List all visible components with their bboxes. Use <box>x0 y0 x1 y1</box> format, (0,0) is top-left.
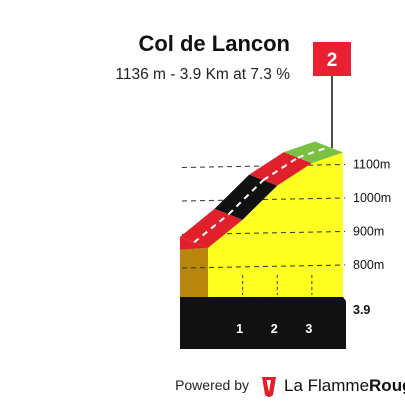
elevation-label-900: 900m <box>353 225 384 239</box>
road-dash-4 <box>297 145 330 159</box>
powered-by-text: Powered by <box>175 377 249 393</box>
elevation-label-800: 800m <box>353 258 384 272</box>
profile-layer <box>180 152 346 349</box>
road-dash-3 <box>262 156 299 181</box>
gradient-label-1: 8.4 <box>217 296 234 310</box>
flame-rouge-icon <box>262 377 276 397</box>
road-segment-3 <box>249 152 312 186</box>
gradient-label-4: 3.8 <box>319 296 336 310</box>
km-label-1: 1 <box>236 322 243 336</box>
chart-subtitle: 1136 m - 3.9 Km at 7.3 % <box>115 66 290 83</box>
chart-title: Col de Lancon <box>138 31 290 56</box>
profile-area <box>208 152 343 297</box>
gradient-label-3: 6.7 <box>286 296 303 310</box>
elevation-label-1000: 1000m <box>353 191 391 205</box>
km-label-3: 3 <box>305 322 312 336</box>
gradient-label-2: 10.2 <box>248 296 272 310</box>
brand-name: La FlammeRouge <box>284 376 405 395</box>
km-label-2: 2 <box>271 322 278 336</box>
category-label: 2 <box>327 50 338 71</box>
profile-base <box>180 297 346 349</box>
brand-prefix: La Flamme <box>284 376 369 395</box>
road-start-cap <box>180 236 208 250</box>
road-dash-1 <box>193 213 230 244</box>
label-layer: 800m 900m 1000m 1100m 1 2 3 8.4 10.2 6.7 3.8 3.9 <box>217 158 392 337</box>
road-dash-2 <box>227 179 264 215</box>
brand-suffix: Rouge <box>369 376 405 395</box>
total-distance-label: 3.9 <box>353 303 370 317</box>
grid-line-800 <box>181 264 346 269</box>
grid-line-1000 <box>181 197 346 202</box>
profile-front-face <box>180 247 208 297</box>
elevation-label-1100: 1100m <box>353 158 390 172</box>
category-flag <box>313 42 351 76</box>
road-layer <box>180 141 343 250</box>
